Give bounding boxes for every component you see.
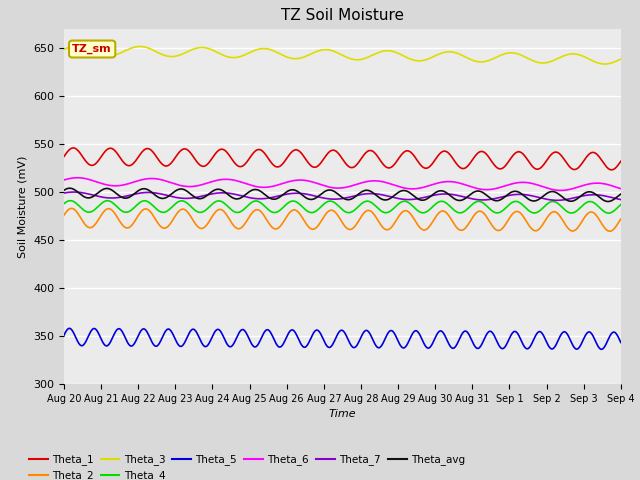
Text: TZ_sm: TZ_sm	[72, 44, 112, 54]
Y-axis label: Soil Moisture (mV): Soil Moisture (mV)	[17, 155, 28, 258]
Title: TZ Soil Moisture: TZ Soil Moisture	[281, 9, 404, 24]
X-axis label: Time: Time	[328, 409, 356, 419]
Legend: Theta_1, Theta_2, Theta_3, Theta_4, Theta_5, Theta_6, Theta_7, Theta_avg: Theta_1, Theta_2, Theta_3, Theta_4, Thet…	[25, 450, 469, 480]
